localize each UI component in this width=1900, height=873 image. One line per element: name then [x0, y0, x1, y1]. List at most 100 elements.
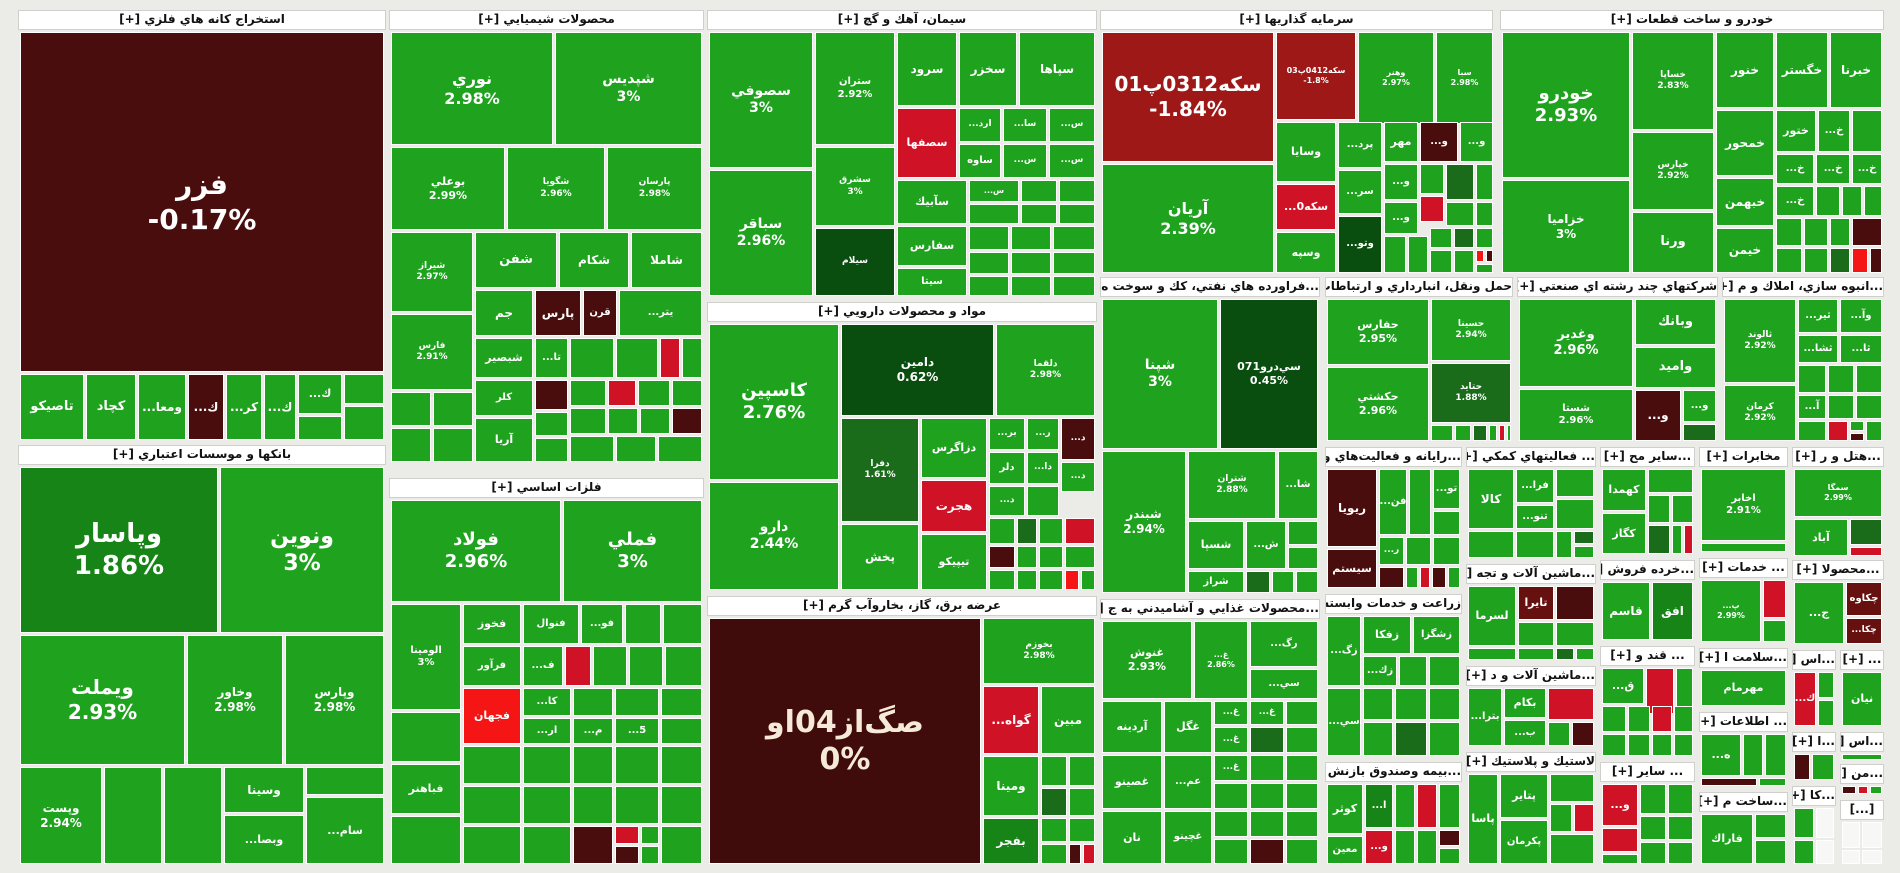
- stock-tile[interactable]: و...: [1384, 164, 1418, 200]
- stock-tile[interactable]: شا...: [1278, 451, 1318, 519]
- filler-tile[interactable]: [1701, 543, 1786, 552]
- filler-tile[interactable]: [573, 688, 613, 716]
- filler-tile[interactable]: [1446, 164, 1474, 200]
- filler-tile[interactable]: [1765, 734, 1786, 776]
- stock-tile[interactable]: ك...: [1794, 672, 1816, 726]
- stock-tile[interactable]: و...: [1635, 390, 1681, 441]
- filler-tile[interactable]: [1776, 248, 1802, 273]
- stock-tile[interactable]: فجهان: [463, 688, 521, 744]
- sector-header[interactable]: مخابرات [+]: [1699, 447, 1788, 467]
- filler-tile[interactable]: [1011, 252, 1051, 274]
- stock-tile[interactable]: ر...: [1379, 537, 1404, 565]
- filler-tile[interactable]: [1430, 228, 1452, 248]
- filler-tile[interactable]: [1250, 811, 1284, 837]
- filler-tile[interactable]: [535, 412, 568, 436]
- filler-tile[interactable]: [1489, 425, 1497, 441]
- stock-tile[interactable]: شتران 2.88%: [1188, 451, 1276, 519]
- stock-tile[interactable]: وسينا: [224, 767, 304, 813]
- filler-tile[interactable]: [1431, 425, 1453, 441]
- filler-tile[interactable]: [1864, 186, 1882, 216]
- filler-tile[interactable]: [573, 786, 613, 824]
- filler-tile[interactable]: [570, 380, 606, 406]
- stock-tile[interactable]: تيپيكو: [921, 534, 987, 590]
- filler-tile[interactable]: [1250, 783, 1284, 809]
- filler-tile[interactable]: [658, 436, 702, 462]
- filler-tile[interactable]: [1409, 469, 1431, 535]
- stock-tile[interactable]: فن...: [1379, 469, 1407, 535]
- filler-tile[interactable]: [1083, 844, 1095, 864]
- stock-tile[interactable]: ثشا...: [1798, 335, 1838, 363]
- stock-tile[interactable]: سي...: [1327, 688, 1361, 756]
- filler-tile[interactable]: [1830, 248, 1850, 273]
- sector-header[interactable]: سرمايه گذاريها [+]: [1100, 10, 1493, 30]
- filler-tile[interactable]: [344, 406, 384, 440]
- stock-tile[interactable]: حفارس 2.95%: [1327, 299, 1429, 365]
- filler-tile[interactable]: [1468, 531, 1514, 558]
- filler-tile[interactable]: [463, 826, 521, 864]
- filler-tile[interactable]: [1804, 218, 1828, 246]
- stock-tile[interactable]: غ... 2.86%: [1194, 621, 1248, 699]
- filler-tile[interactable]: [1286, 839, 1318, 864]
- filler-tile[interactable]: [1763, 620, 1786, 642]
- filler-tile[interactable]: [1429, 722, 1460, 756]
- stock-tile[interactable]: تنو...: [1516, 505, 1554, 529]
- stock-tile[interactable]: پرد...: [1338, 122, 1382, 168]
- filler-tile[interactable]: [1852, 218, 1882, 246]
- stock-tile[interactable]: وپست 2.94%: [20, 767, 102, 864]
- stock-tile[interactable]: س...: [1003, 144, 1047, 178]
- stock-tile[interactable]: صگ‌از04او 0%: [709, 618, 981, 864]
- stock-tile[interactable]: قاسم: [1602, 582, 1650, 640]
- sector-header[interactable]: ...ماشين آلات و د [+]: [1466, 666, 1596, 686]
- filler-tile[interactable]: [1672, 525, 1682, 554]
- stock-tile[interactable]: پ... 2.99%: [1701, 580, 1761, 642]
- filler-tile[interactable]: [1602, 854, 1638, 864]
- stock-tile[interactable]: هجرت: [921, 480, 987, 532]
- filler-tile[interactable]: [1842, 786, 1856, 794]
- stock-tile[interactable]: فنوال: [523, 604, 579, 644]
- filler-tile[interactable]: [1476, 264, 1493, 273]
- filler-tile[interactable]: [1794, 808, 1814, 838]
- sector-header[interactable]: ...هتل و ر [+]: [1792, 447, 1884, 467]
- filler-tile[interactable]: [1039, 518, 1063, 544]
- stock-tile[interactable]: فرا...: [1516, 469, 1554, 503]
- filler-tile[interactable]: [1648, 495, 1670, 523]
- filler-tile[interactable]: [1395, 784, 1415, 828]
- stock-tile[interactable]: غ...: [1214, 727, 1248, 753]
- filler-tile[interactable]: [523, 746, 571, 784]
- filler-tile[interactable]: [1674, 734, 1693, 756]
- filler-tile[interactable]: [1041, 756, 1067, 786]
- filler-tile[interactable]: [1214, 839, 1248, 864]
- stock-tile[interactable]: نان: [1102, 811, 1162, 864]
- filler-tile[interactable]: [1550, 834, 1594, 864]
- stock-tile[interactable]: كرمان 2.92%: [1724, 385, 1796, 441]
- sector-header[interactable]: [...]: [1840, 800, 1884, 820]
- stock-tile[interactable]: پارس: [535, 290, 581, 336]
- filler-tile[interactable]: [1395, 688, 1427, 720]
- filler-tile[interactable]: [1069, 788, 1095, 816]
- filler-tile[interactable]: [1818, 672, 1834, 698]
- filler-tile[interactable]: [391, 428, 431, 462]
- filler-tile[interactable]: [1842, 850, 1860, 864]
- filler-tile[interactable]: [682, 338, 702, 378]
- filler-tile[interactable]: [1759, 778, 1786, 786]
- filler-tile[interactable]: [1446, 202, 1474, 226]
- filler-tile[interactable]: [1439, 784, 1460, 828]
- stock-tile[interactable]: غ...: [1250, 701, 1284, 725]
- filler-tile[interactable]: [1572, 722, 1594, 746]
- filler-tile[interactable]: [1574, 546, 1594, 558]
- filler-tile[interactable]: [523, 826, 571, 864]
- stock-tile[interactable]: سا...: [1003, 108, 1047, 142]
- stock-tile[interactable]: ه...: [1701, 734, 1741, 776]
- stock-tile[interactable]: چكا...: [1846, 618, 1882, 644]
- stock-tile[interactable]: آريان 2.39%: [1102, 164, 1274, 273]
- stock-tile[interactable]: سفارس: [897, 226, 967, 266]
- filler-tile[interactable]: [1856, 365, 1882, 393]
- filler-tile[interactable]: [1039, 570, 1063, 590]
- filler-tile[interactable]: [1683, 424, 1716, 441]
- filler-tile[interactable]: [523, 786, 571, 824]
- stock-tile[interactable]: ثا...: [1840, 335, 1882, 363]
- stock-tile[interactable]: شاملا: [631, 232, 702, 288]
- stock-tile[interactable]: خگستر: [1776, 32, 1828, 108]
- stock-tile[interactable]: سيستم: [1327, 549, 1377, 588]
- sector-header[interactable]: شركتهاي چند رشته اي صنعتي [+]: [1517, 277, 1718, 297]
